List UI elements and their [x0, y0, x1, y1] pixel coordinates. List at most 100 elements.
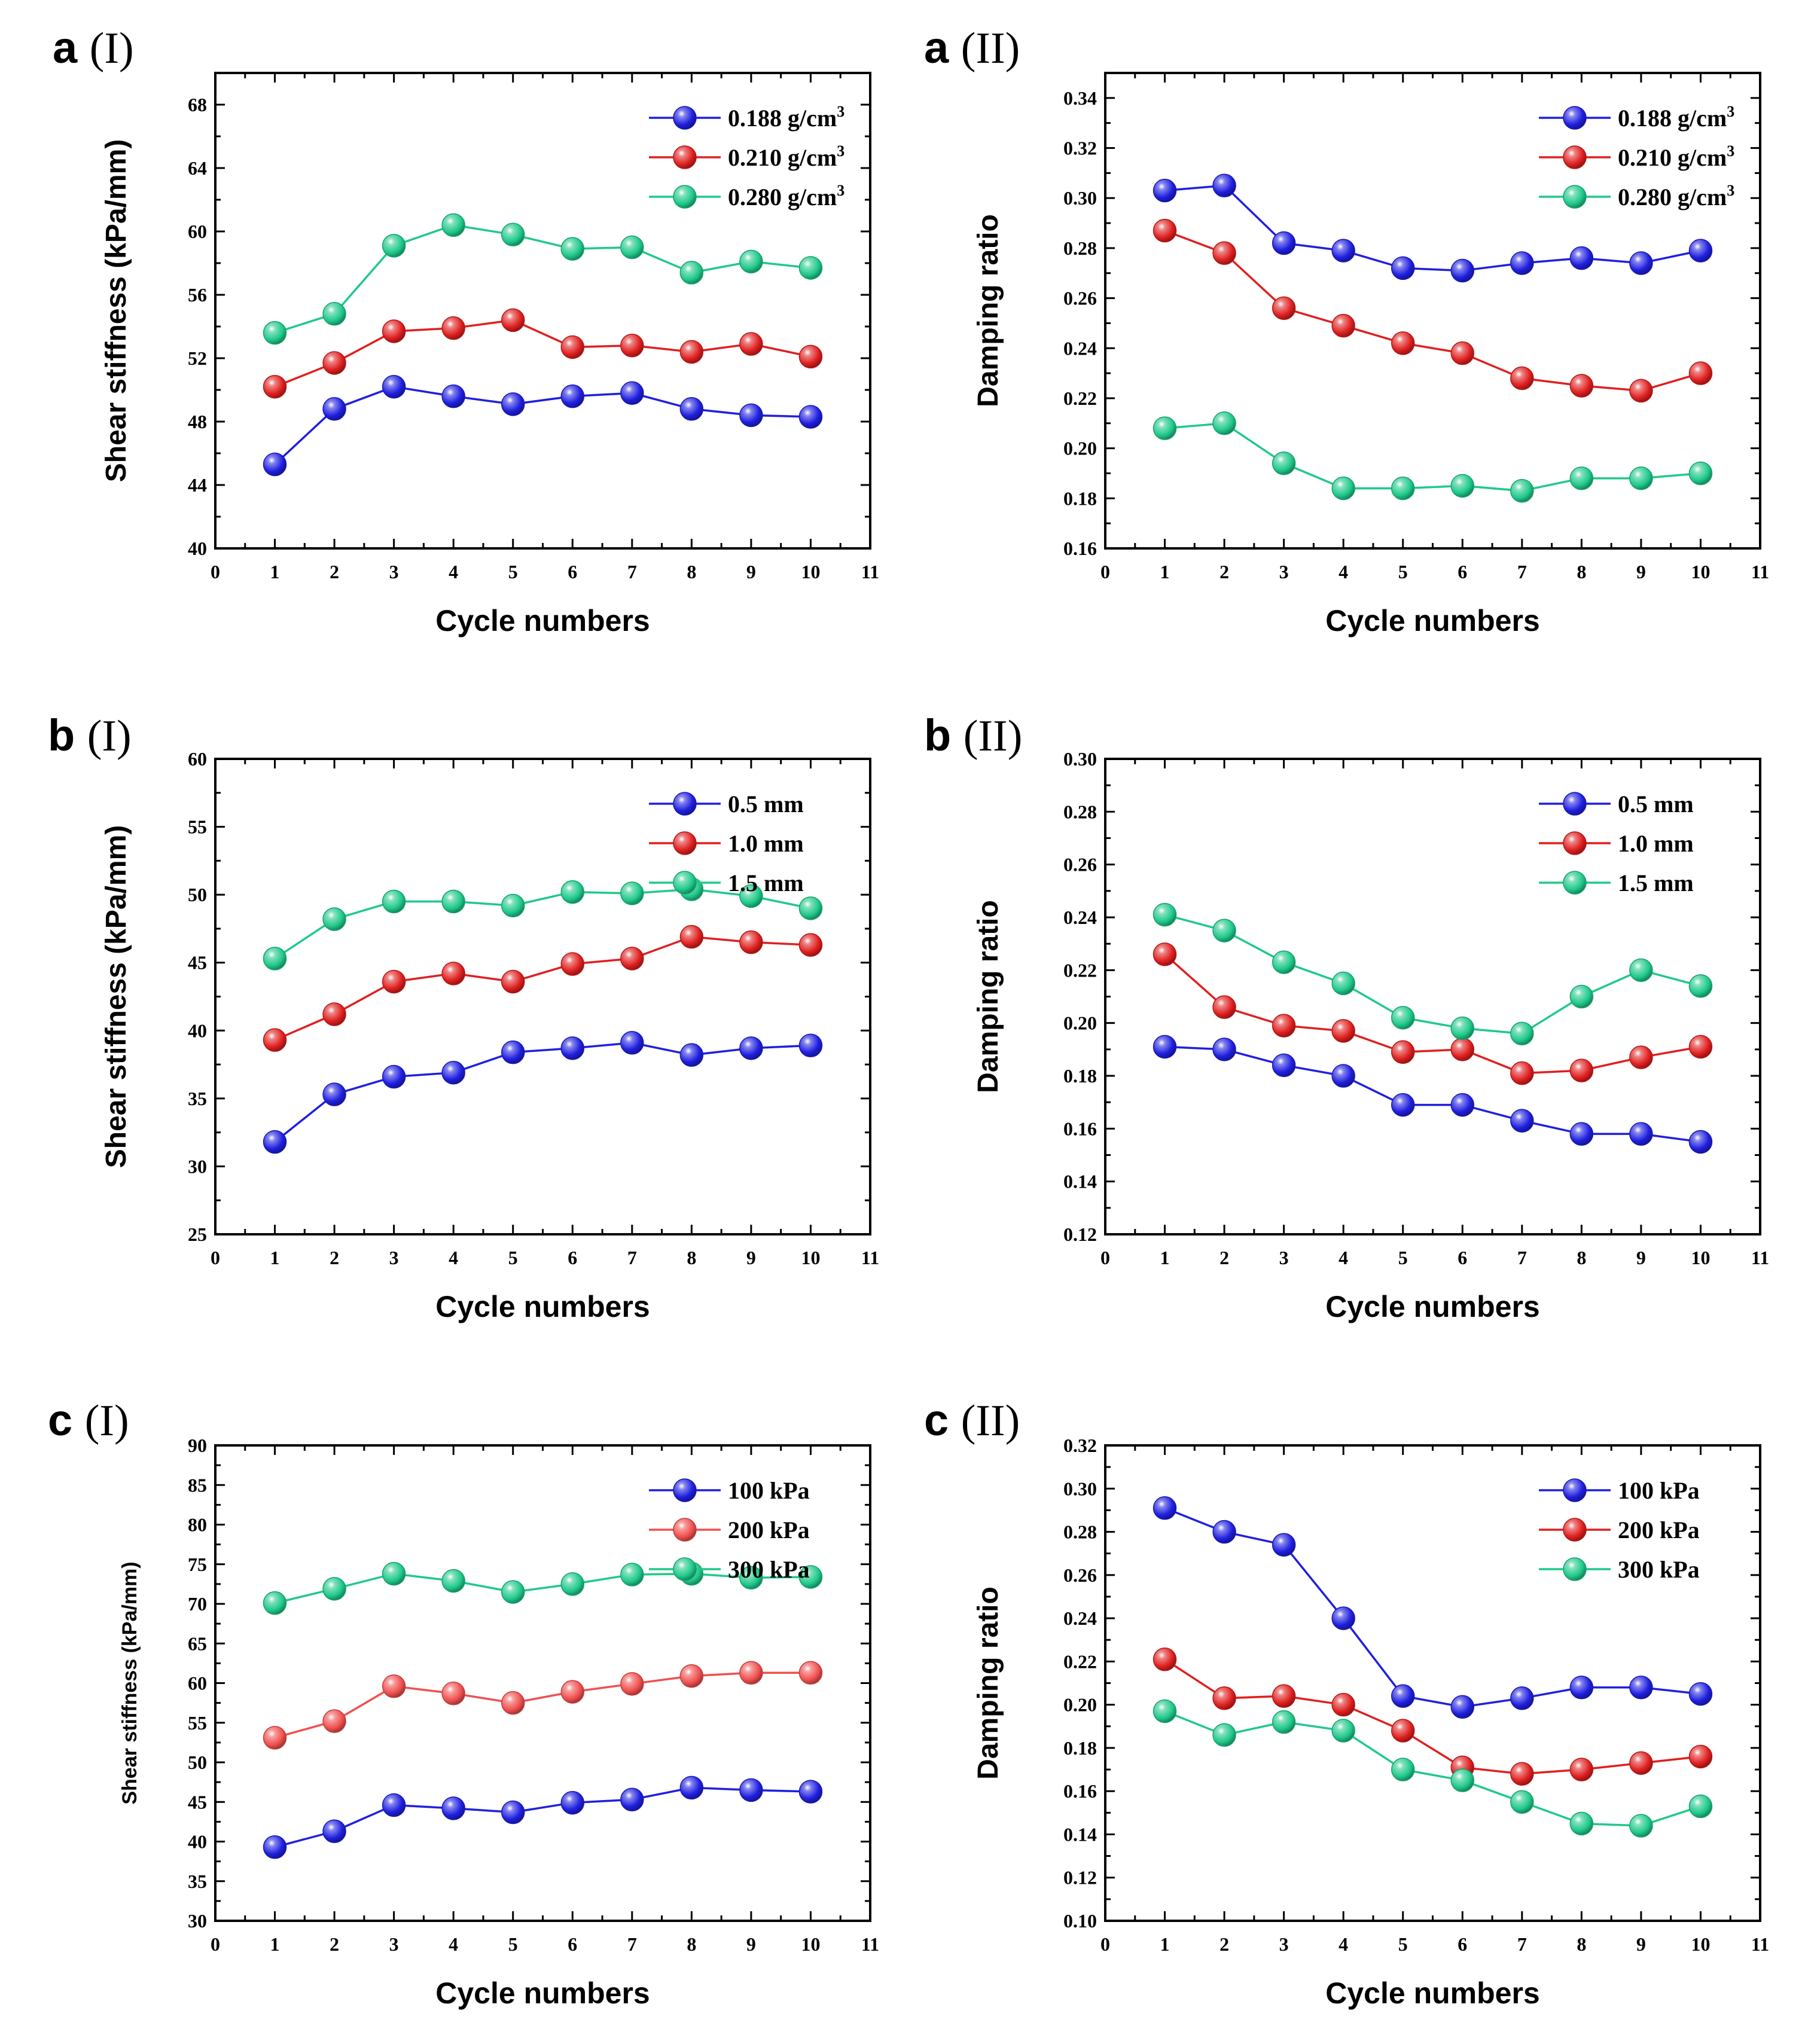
data-point [1212, 411, 1236, 435]
data-point [1688, 1035, 1713, 1059]
legend-marker [673, 871, 697, 895]
data-point [620, 1563, 644, 1587]
panel-label: c (II) [924, 1395, 1020, 1445]
data-point [1153, 1496, 1177, 1520]
data-point [560, 384, 585, 408]
x-tick-label: 1 [270, 1247, 280, 1268]
data-point [441, 1681, 465, 1706]
panel-roman: (I) [85, 1396, 129, 1445]
y-tick-label: 0.30 [1063, 748, 1097, 770]
data-point [560, 237, 585, 261]
data-point [679, 340, 704, 364]
legend-label-text: 300 kPa [1618, 1556, 1700, 1583]
data-point [1688, 239, 1713, 263]
y-axis-title: Damping ratio [972, 214, 1004, 407]
panel-roman: (I) [87, 712, 132, 761]
data-point [501, 1040, 525, 1064]
x-tick-label: 2 [1219, 1933, 1229, 1955]
legend: 0.5 mm 1.0 mm 1.5 mm [1539, 791, 1694, 896]
data-point [382, 1064, 406, 1089]
data-point [798, 896, 823, 920]
x-tick-label: 4 [1339, 561, 1348, 582]
x-tick-label: 6 [1458, 1933, 1467, 1955]
x-axis-title: Cycle numbers [435, 1290, 650, 1323]
data-point [1629, 379, 1653, 403]
data-point [1510, 366, 1534, 391]
data-point [322, 907, 346, 931]
data-point [560, 1572, 585, 1596]
series-1 [1153, 1496, 1713, 1719]
legend-label: 0.210 g/cm3 [1618, 142, 1734, 171]
data-point [322, 302, 346, 326]
data-point [382, 1674, 406, 1698]
legend: 0.5 mm 1.0 mm 1.5 mm [649, 791, 804, 896]
y-tick-label: 65 [188, 1633, 207, 1654]
series-line [1164, 1658, 1701, 1775]
data-point [1569, 1058, 1594, 1082]
x-axis-title: Cycle numbers [1325, 1290, 1539, 1323]
y-tick-label: 40 [188, 538, 207, 559]
series-line [275, 1671, 811, 1739]
data-point [560, 1036, 585, 1060]
y-axis-title: Damping ratio [972, 900, 1004, 1093]
y-tick-label: 0.14 [1063, 1171, 1097, 1192]
y-tick-label: 0.28 [1063, 801, 1097, 822]
chart-c-I: c (I)0 1 2 3 4 5 6 7 8 9 10 11303540455055606570758… [48, 1395, 879, 2010]
panel-roman: (I) [90, 24, 134, 73]
legend-label-text: 300 kPa [728, 1556, 810, 1583]
legend-marker [673, 1557, 697, 1581]
data-point [1688, 1744, 1713, 1769]
data-point [679, 397, 704, 421]
data-point [263, 1835, 287, 1859]
data-point [560, 952, 585, 976]
data-point [501, 1800, 525, 1825]
data-point [1569, 466, 1594, 490]
x-tick-label: 3 [1279, 561, 1289, 582]
y-tick-label: 0.18 [1063, 1065, 1097, 1087]
legend-marker [1563, 106, 1587, 130]
y-tick-label: 60 [188, 221, 207, 242]
data-point [739, 249, 763, 274]
data-point [1688, 1794, 1713, 1819]
data-point [1569, 1122, 1594, 1146]
legend-label-text: 1.0 mm [728, 830, 804, 857]
legend-label: 1.0 mm [1618, 830, 1694, 857]
legend-label-text: 1.0 mm [1618, 830, 1694, 857]
x-tick-label: 0 [211, 561, 220, 582]
series-3 [263, 213, 823, 345]
data-point [441, 962, 465, 986]
y-tick-label: 35 [188, 1871, 207, 1892]
data-point [1272, 1710, 1296, 1734]
x-tick-label: 7 [627, 1247, 637, 1268]
panel-letter: b [48, 710, 87, 760]
data-point [1331, 476, 1355, 501]
y-tick-label: 50 [188, 884, 207, 905]
data-point [1629, 1814, 1653, 1838]
data-point [1629, 251, 1653, 275]
legend-label-text: 0.188 g/cm [1618, 105, 1727, 132]
data-point [1272, 1533, 1296, 1557]
x-tick-label: 6 [1458, 561, 1467, 582]
legend-label: 1.5 mm [1618, 870, 1694, 896]
series-1 [1153, 1035, 1713, 1154]
series-line [274, 935, 811, 1041]
data-point [501, 1691, 525, 1715]
data-point [1212, 995, 1236, 1019]
x-tick-label: 3 [389, 561, 399, 582]
data-point [1212, 1520, 1236, 1544]
data-point [1391, 256, 1415, 280]
y-tick-label: 45 [188, 1791, 207, 1813]
data-point [263, 321, 287, 345]
x-tick-label: 1 [1160, 1247, 1170, 1268]
x-tick-label: 8 [687, 1247, 696, 1268]
series-line [1164, 1710, 1701, 1827]
legend-marker [1563, 1557, 1587, 1581]
legend-label: 300 kPa [1618, 1556, 1700, 1583]
data-point [263, 1726, 287, 1750]
data-point [1510, 1790, 1534, 1814]
series-1 [263, 1030, 823, 1154]
legend-label-text: 0.5 mm [1618, 791, 1694, 817]
y-tick-label: 0.12 [1063, 1867, 1097, 1889]
data-point [263, 1028, 287, 1052]
panel-letter: a [53, 23, 90, 72]
